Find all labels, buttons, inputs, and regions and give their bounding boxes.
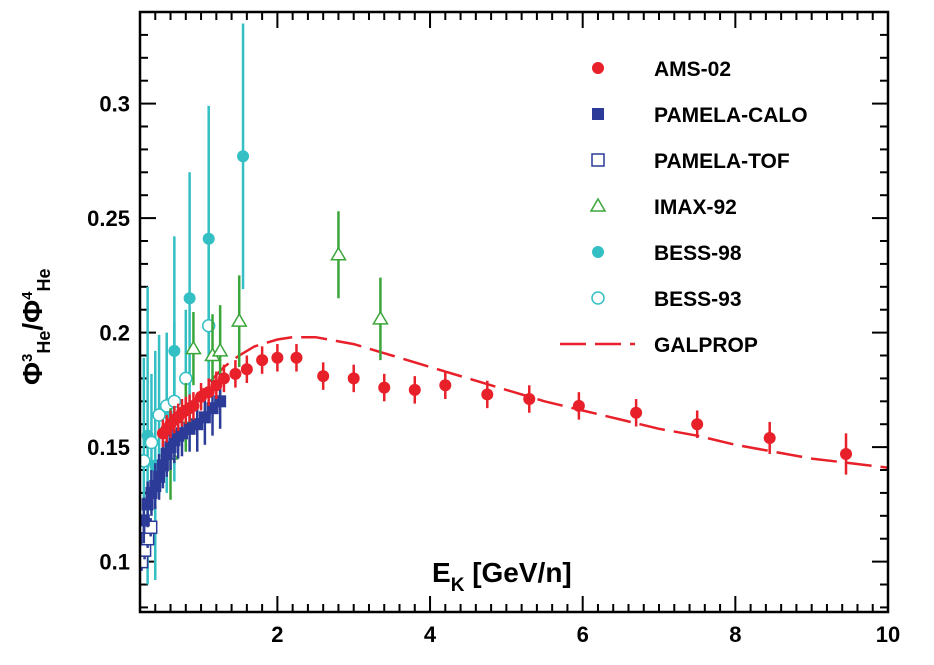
bess-98-point (237, 150, 250, 163)
ams-02-point (271, 351, 284, 364)
pamela-calo-point (140, 514, 150, 527)
ams-02-point (763, 431, 776, 444)
legend-swatch-pamela-tof (591, 153, 605, 167)
ams-02-point (317, 370, 330, 383)
bess-93-point (179, 371, 193, 386)
ams-02-point (229, 367, 242, 380)
legend-swatch-ams-02 (592, 62, 604, 74)
plot-frame (138, 10, 890, 614)
legend-swatch-bess-93 (591, 291, 605, 305)
bess-93-point (152, 408, 166, 422)
ams-02-point (572, 399, 585, 412)
tick-labels-layer: 2 4 6 8 10 0.1 0.15 0.2 0.25 0.3 (87, 92, 900, 647)
x-axis-title: EK [GeV/n] (432, 557, 572, 596)
ams-02-point (217, 372, 230, 385)
ams-02-point (187, 399, 200, 412)
x-tick-label: 4 (424, 622, 437, 647)
x-tick-label: 6 (577, 622, 589, 647)
x-tick-label: 2 (271, 622, 283, 647)
ams-02-point (378, 381, 391, 394)
bess-98-series (141, 23, 250, 585)
ams-02-point (210, 379, 223, 392)
ams-02-point (630, 406, 643, 419)
x-tick-label: 10 (876, 622, 900, 647)
legend-swatch-pamela-calo (592, 108, 604, 120)
legend-label-pamela-tof: PAMELA-TOF (654, 150, 790, 173)
pamela-calo-point (198, 411, 211, 424)
imax-92-point (211, 342, 229, 357)
legend-swatch-imax-92 (589, 197, 607, 212)
ams-02-point (256, 354, 269, 367)
ams-02-point (347, 372, 360, 385)
imax-92-point (372, 310, 389, 325)
legend-label-bess-93: BESS-93 (654, 288, 742, 311)
legend-label-bess-98: BESS-98 (654, 242, 742, 265)
y-tick-label: 0.2 (99, 321, 130, 346)
legend-swatch-bess-98 (592, 246, 604, 258)
legend: AMS-02 PAMELA-CALO PAMELA-TOF IMAX-92 BESS-9… (560, 58, 808, 357)
ticks-layer (140, 11, 889, 612)
legend-label-pamela-calo: PAMELA-CALO (654, 104, 808, 127)
y-tick-label: 0.1 (99, 550, 130, 575)
ams-02-point (691, 418, 704, 431)
bess-93-point (140, 454, 151, 468)
ams-02-point (840, 447, 853, 460)
y-tick-label: 0.3 (99, 92, 130, 117)
bess-98-point (183, 292, 196, 305)
ams-02-point (290, 351, 303, 364)
data-points-layer (140, 23, 853, 585)
imax-92-point (230, 312, 248, 327)
ams-02-point (481, 388, 494, 401)
ams-02-point (523, 393, 536, 406)
imax-92-point (330, 246, 347, 261)
ams-02-series (156, 344, 853, 475)
ams-02-point (439, 379, 452, 392)
y-tick-label: 0.25 (87, 206, 130, 231)
legend-label-imax-92: IMAX-92 (654, 196, 737, 219)
ams-02-point (240, 363, 253, 376)
ams-02-point (202, 386, 215, 399)
y-axis-title: Φ3He/Φ4He (17, 269, 54, 385)
y-tick-label: 0.15 (87, 435, 130, 460)
x-tick-label: 8 (729, 622, 741, 647)
bess-93-point (144, 435, 159, 450)
ams-02-point (408, 383, 421, 396)
legend-label-galprop: GALPROP (654, 334, 758, 357)
legend-label-ams-02: AMS-02 (654, 58, 731, 81)
imax-92-point (185, 340, 202, 355)
